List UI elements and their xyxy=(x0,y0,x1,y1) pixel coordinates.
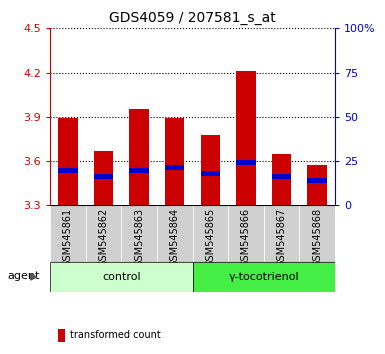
Bar xyxy=(300,205,335,262)
Bar xyxy=(192,205,228,262)
Bar xyxy=(50,262,192,292)
Bar xyxy=(165,165,184,170)
Bar xyxy=(121,205,157,262)
Bar xyxy=(129,109,149,205)
Bar xyxy=(236,160,256,165)
Bar xyxy=(201,171,220,176)
Text: GSM545867: GSM545867 xyxy=(276,208,286,267)
Text: GSM545868: GSM545868 xyxy=(312,208,322,267)
Text: GSM545866: GSM545866 xyxy=(241,208,251,267)
Text: GSM545862: GSM545862 xyxy=(99,208,109,267)
Text: GSM545864: GSM545864 xyxy=(170,208,180,267)
Bar xyxy=(192,262,335,292)
Bar xyxy=(201,135,220,205)
Text: GSM545861: GSM545861 xyxy=(63,208,73,267)
Bar xyxy=(129,168,149,173)
Bar xyxy=(85,205,121,262)
Bar xyxy=(307,166,327,205)
Bar xyxy=(272,154,291,205)
Text: GDS4059 / 207581_s_at: GDS4059 / 207581_s_at xyxy=(109,11,276,25)
Bar xyxy=(94,173,113,179)
Bar xyxy=(264,205,300,262)
Bar xyxy=(50,205,85,262)
Text: GSM545865: GSM545865 xyxy=(205,208,215,267)
Bar xyxy=(94,151,113,205)
Text: GSM545863: GSM545863 xyxy=(134,208,144,267)
Bar xyxy=(236,71,256,205)
Bar xyxy=(228,205,264,262)
Bar xyxy=(157,205,192,262)
Text: transformed count: transformed count xyxy=(70,330,161,341)
Text: γ-tocotrienol: γ-tocotrienol xyxy=(228,272,299,282)
Bar xyxy=(58,168,78,173)
Text: agent: agent xyxy=(8,270,40,280)
Bar xyxy=(165,118,184,205)
Bar xyxy=(58,118,78,205)
Bar xyxy=(307,178,327,183)
Text: control: control xyxy=(102,272,141,282)
Bar xyxy=(272,173,291,179)
